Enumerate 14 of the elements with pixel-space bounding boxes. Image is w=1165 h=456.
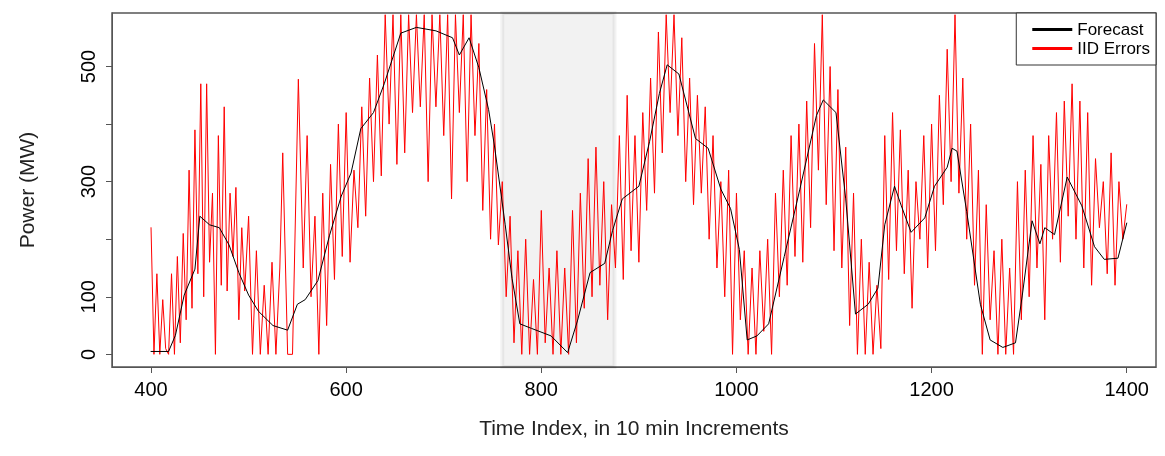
y-tick-label: 100: [77, 280, 99, 314]
y-tick-label: 500: [77, 49, 99, 84]
x-tick-label: 800: [524, 378, 558, 400]
x-tick-label: 600: [329, 378, 363, 400]
x-tick-label: 1200: [909, 378, 954, 400]
x-tick-label: 1000: [714, 378, 759, 400]
x-tick-label: 1400: [1104, 378, 1149, 400]
x-tick-label: 400: [134, 378, 168, 400]
y-tick-label: 300: [77, 164, 99, 199]
legend-label: Forecast: [1077, 20, 1144, 39]
y-tick-label: 0: [77, 348, 99, 360]
legend-label: IID Errors: [1077, 39, 1151, 58]
y-axis-title: Power (MW): [15, 131, 38, 249]
x-axis-title: Time Index, in 10 min Increments: [479, 416, 789, 439]
